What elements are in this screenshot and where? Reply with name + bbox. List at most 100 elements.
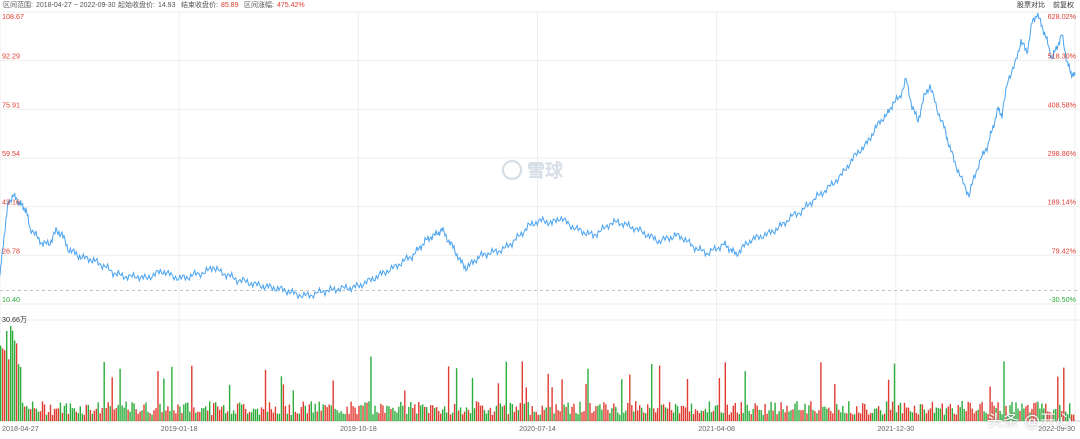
volume-bar: [467, 409, 470, 421]
volume-bar: [700, 410, 703, 421]
volume-bar: [639, 405, 641, 421]
volume-bar: [85, 404, 87, 421]
volume-bar: [352, 406, 354, 421]
volume-bar: [195, 412, 197, 421]
volume-bar: [868, 414, 870, 421]
volume-bar: [573, 403, 575, 421]
volume-bar: [489, 407, 492, 421]
volume-bar: [59, 402, 62, 421]
compare-button[interactable]: 股票对比: [1017, 2, 1045, 9]
volume-bar: [513, 411, 515, 421]
volume-bar: [601, 409, 603, 421]
volume-bar: [702, 411, 705, 421]
volume-bar: [272, 412, 275, 421]
volume-bar: [955, 414, 957, 421]
volume-bar: [209, 401, 211, 421]
volume-bar: [388, 406, 390, 421]
volume-bar: [167, 406, 169, 421]
volume-bar: [356, 414, 358, 421]
volume-bar: [881, 414, 884, 421]
volume-bar: [436, 407, 438, 421]
volume-bar: [645, 413, 647, 421]
volume-bar: [33, 408, 36, 421]
volume-bar: [151, 414, 153, 421]
volume-bar: [943, 414, 945, 421]
volume-bar: [1039, 408, 1041, 421]
volume-bar: [541, 405, 543, 421]
volume-bar: [907, 407, 910, 421]
volume-bar: [933, 412, 936, 421]
volume-bar: [270, 409, 273, 421]
volume-bar: [585, 384, 587, 421]
volume-bar: [0, 345, 2, 421]
volume-bar: [326, 407, 328, 421]
volume-bar: [619, 414, 621, 421]
volume-bar: [93, 410, 95, 421]
volume-bar: [471, 377, 474, 421]
volume-bar: [889, 409, 892, 421]
volume-bar: [487, 410, 490, 421]
volume-bar: [175, 413, 177, 421]
volume-bar: [979, 404, 981, 421]
volume-bar: [479, 405, 482, 421]
volume-bar: [800, 410, 802, 421]
volume-bar: [951, 408, 953, 421]
volume-bar: [633, 411, 635, 421]
x-tick-label: 2022-09-30: [1038, 424, 1075, 433]
adjust-button[interactable]: 前复权: [1053, 2, 1074, 9]
volume-bar: [276, 413, 279, 421]
volume-bar: [43, 404, 46, 421]
x-tick-label: 2021-04-08: [698, 424, 735, 433]
volume-bar: [746, 404, 748, 421]
volume-bar: [4, 350, 6, 421]
volume-bar: [623, 412, 625, 421]
volume-bar: [234, 413, 237, 421]
volume-bar: [792, 409, 794, 421]
volume-bar: [37, 411, 40, 421]
volume-bar: [165, 410, 167, 421]
volume-bar: [706, 412, 709, 421]
volume-bar: [485, 413, 488, 421]
volume-bar: [820, 362, 822, 421]
volume-bar: [49, 404, 52, 421]
volume-bar: [495, 405, 498, 421]
volume-bar: [716, 405, 719, 421]
volume-bar: [187, 402, 189, 421]
volume-bar: [774, 402, 776, 421]
volume-bar: [503, 405, 506, 421]
volume-bar: [238, 402, 241, 421]
volume-bar: [969, 402, 971, 421]
volume-bar: [758, 409, 760, 421]
volume-bar: [215, 402, 217, 421]
volume-bar: [294, 411, 296, 421]
volume-bar: [629, 374, 631, 421]
volume-bar: [856, 406, 858, 421]
volume-bar: [386, 405, 388, 421]
volume-bar: [145, 402, 147, 421]
volume-bar: [778, 411, 780, 421]
start-price-value: 14.93: [157, 2, 176, 9]
volume-bar: [591, 413, 593, 421]
volume-bar: [63, 405, 66, 421]
volume-bar: [232, 410, 235, 421]
volume-bar: [107, 402, 109, 421]
volume-bar: [782, 409, 784, 421]
volume-bar: [1051, 413, 1053, 421]
volume-bar: [392, 407, 394, 421]
volume-bar: [449, 414, 452, 421]
volume-bar: [143, 404, 145, 421]
volume-bar: [790, 410, 792, 421]
volume-bar: [975, 410, 977, 421]
volume-bar: [577, 414, 579, 421]
volume-bar: [244, 409, 247, 421]
volume-bar: [647, 404, 649, 421]
volume-bar: [147, 411, 149, 421]
volume-bar: [611, 408, 613, 421]
volume-bar: [61, 412, 64, 421]
volume-bar: [137, 413, 139, 421]
volume-bar: [772, 410, 774, 421]
volume-bar: [935, 407, 937, 421]
volume-bar: [1041, 403, 1043, 421]
volume-bar: [1013, 412, 1015, 421]
volume-bar: [491, 414, 494, 421]
